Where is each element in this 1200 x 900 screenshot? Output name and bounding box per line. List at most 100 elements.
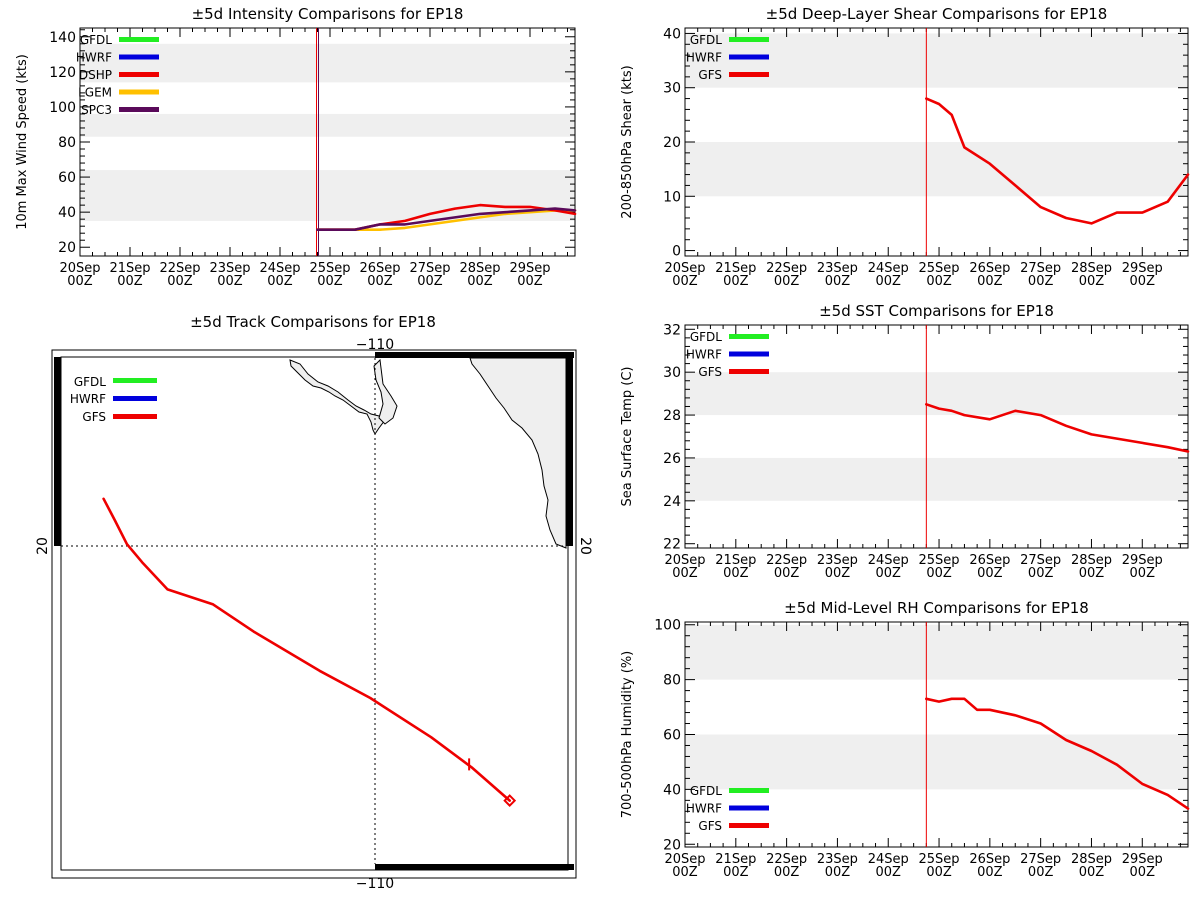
x-tick-label-hour: 00Z bbox=[876, 566, 902, 581]
land-baja bbox=[289, 359, 386, 435]
x-tick-label-hour: 00Z bbox=[774, 865, 800, 880]
legend-label: GFDL bbox=[690, 784, 722, 798]
legend-swatch-gfdl bbox=[729, 334, 769, 339]
series-line-gfs bbox=[924, 97, 1190, 225]
legend-label: GFDL bbox=[690, 33, 722, 47]
legend-swatch-gfs bbox=[729, 823, 769, 828]
shade-band bbox=[685, 624, 1188, 680]
x-tick-label-date: 20Sep bbox=[664, 852, 705, 867]
series-line-gfs bbox=[924, 697, 1190, 810]
x-tick-label-date: 22Sep bbox=[766, 261, 807, 276]
x-tick-label-date: 23Sep bbox=[209, 261, 250, 276]
x-tick-label-hour: 00Z bbox=[1130, 274, 1156, 289]
x-tick-label-hour: 00Z bbox=[1028, 566, 1054, 581]
x-tick-label-date: 23Sep bbox=[817, 261, 858, 276]
x-tick-label-date: 26Sep bbox=[969, 261, 1010, 276]
lon-label-bottom: −110 bbox=[356, 876, 394, 892]
legend-swatch-gfdl bbox=[729, 788, 769, 793]
x-tick-label-date: 29Sep bbox=[1122, 553, 1163, 568]
y-tick-label: 60 bbox=[663, 728, 681, 744]
x-tick-label-hour: 00Z bbox=[825, 566, 851, 581]
map-border-bar bbox=[375, 352, 574, 358]
x-tick-label-date: 29Sep bbox=[509, 261, 550, 276]
shear-chart: ±5d Deep-Layer Shear Comparisons for EP1… bbox=[620, 5, 1190, 289]
x-tick-label-date: 21Sep bbox=[715, 261, 756, 276]
y-tick-label: 30 bbox=[663, 81, 681, 97]
x-tick-label-date: 25Sep bbox=[919, 261, 960, 276]
shade-band bbox=[80, 43, 575, 83]
x-tick-label-date: 27Sep bbox=[1020, 852, 1061, 867]
chart-title: ±5d Deep-Layer Shear Comparisons for EP1… bbox=[766, 5, 1108, 23]
series-line-spc3 bbox=[316, 207, 577, 231]
x-tick-label-hour: 00Z bbox=[825, 274, 851, 289]
x-tick-label-hour: 00Z bbox=[977, 566, 1003, 581]
legend-label: HWRF bbox=[686, 348, 722, 362]
y-tick-label: 10 bbox=[663, 189, 681, 205]
y-tick-label: 20 bbox=[663, 837, 681, 853]
intensity-chart: ±5d Intensity Comparisons for EP18 10m Ma… bbox=[15, 5, 577, 289]
map-border-bar bbox=[375, 864, 574, 870]
legend-swatch-hwrf bbox=[729, 54, 769, 60]
legend-label: SPC3 bbox=[81, 103, 112, 117]
land-baja-cape bbox=[373, 358, 398, 425]
y-tick-label: 20 bbox=[58, 240, 76, 256]
y-tick-label: 24 bbox=[663, 494, 681, 510]
x-tick-label-hour: 00Z bbox=[1130, 865, 1156, 880]
y-tick-label: 26 bbox=[663, 451, 681, 467]
legend-swatch-hwrf bbox=[119, 54, 159, 60]
y-tick-label: 80 bbox=[663, 673, 681, 689]
map-frame bbox=[60, 356, 569, 871]
legend-label: DSHP bbox=[79, 68, 112, 82]
x-tick-label-date: 24Sep bbox=[868, 553, 909, 568]
y-axis-label: 700-500hPa Humidity (%) bbox=[620, 651, 635, 818]
x-tick-label-hour: 00Z bbox=[876, 865, 902, 880]
lat-label-left: 20 bbox=[35, 537, 51, 555]
chart-title: ±5d Intensity Comparisons for EP18 bbox=[192, 5, 464, 23]
track-legend-label: GFDL bbox=[74, 375, 106, 389]
x-tick-label-date: 27Sep bbox=[409, 261, 450, 276]
y-tick-label: 80 bbox=[58, 135, 76, 151]
x-tick-label-date: 22Sep bbox=[766, 553, 807, 568]
x-tick-label-date: 29Sep bbox=[1122, 852, 1163, 867]
land-mainland-mexico bbox=[469, 357, 567, 549]
legend-label: HWRF bbox=[76, 51, 112, 65]
x-tick-label-hour: 00Z bbox=[926, 865, 952, 880]
x-tick-label-date: 24Sep bbox=[868, 852, 909, 867]
x-tick-label-hour: 00Z bbox=[672, 274, 698, 289]
track-legend-label: GFS bbox=[82, 410, 106, 424]
shade-band bbox=[685, 142, 1188, 197]
chart-title: ±5d SST Comparisons for EP18 bbox=[819, 302, 1054, 320]
x-tick-label-date: 26Sep bbox=[359, 261, 400, 276]
track-legend-swatch-gfs bbox=[113, 414, 157, 419]
lon-label-top: −110 bbox=[356, 337, 394, 353]
x-tick-label-hour: 00Z bbox=[1079, 566, 1105, 581]
shade-band bbox=[80, 113, 575, 137]
x-tick-label-hour: 00Z bbox=[417, 274, 443, 289]
x-tick-label-date: 27Sep bbox=[1020, 553, 1061, 568]
track-legend-label: HWRF bbox=[70, 392, 106, 406]
x-tick-label-date: 24Sep bbox=[259, 261, 300, 276]
y-tick-label: 120 bbox=[49, 65, 76, 81]
track-map: ±5d Track Comparisons for EP18 −110 −110… bbox=[35, 313, 593, 892]
legend-swatch-lgem bbox=[119, 89, 159, 95]
x-tick-label-date: 22Sep bbox=[766, 852, 807, 867]
x-tick-label-hour: 00Z bbox=[467, 274, 493, 289]
y-tick-label: 100 bbox=[49, 100, 76, 116]
x-tick-label-date: 23Sep bbox=[817, 852, 858, 867]
x-tick-label-hour: 00Z bbox=[1079, 274, 1105, 289]
x-tick-label-date: 28Sep bbox=[1071, 261, 1112, 276]
x-tick-label-hour: 00Z bbox=[774, 566, 800, 581]
legend-swatch-gfs bbox=[729, 369, 769, 374]
legend-label: LGEM bbox=[78, 86, 112, 100]
track-line-gfs bbox=[102, 497, 512, 802]
legend-label: GFS bbox=[698, 68, 722, 82]
x-tick-label-date: 26Sep bbox=[969, 553, 1010, 568]
lat-label-right: 20 bbox=[577, 537, 593, 555]
map-border-bar bbox=[566, 357, 573, 546]
legend-label: GFS bbox=[698, 819, 722, 833]
x-tick-label-hour: 00Z bbox=[977, 865, 1003, 880]
x-tick-label-hour: 00Z bbox=[1079, 865, 1105, 880]
legend-label: HWRF bbox=[686, 802, 722, 816]
x-tick-label-date: 21Sep bbox=[715, 553, 756, 568]
